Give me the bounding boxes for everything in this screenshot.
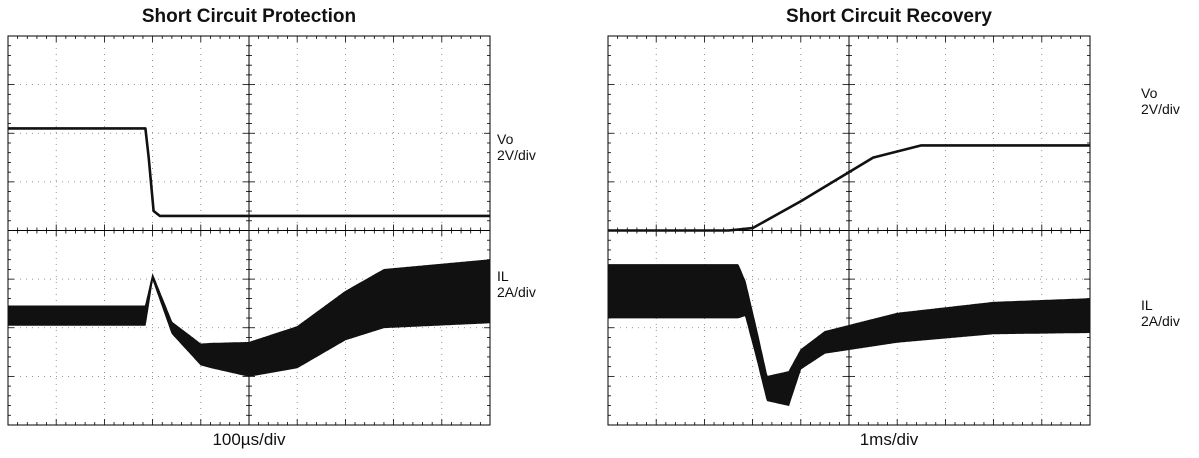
panel-short-circuit-recovery: Short Circuit Recovery Vo 2V/div IL 2A/d… — [600, 0, 1199, 458]
trace-il-envelope — [607, 264, 1091, 406]
vo-name: Vo — [1141, 85, 1158, 101]
chart-title: Short Circuit Protection — [141, 6, 357, 27]
il-name: IL — [497, 268, 509, 284]
vo-name: Vo — [497, 131, 514, 147]
time-per-div-label: 1ms/div — [859, 430, 919, 449]
vo-label: Vo 2V/div — [1141, 85, 1180, 117]
panel-short-circuit-protection: Short Circuit Protection Vo 2V/div IL 2A… — [0, 0, 560, 458]
il-scale: 2A/div — [1141, 313, 1180, 329]
il-scale: 2A/div — [497, 284, 536, 300]
trace-vo — [8, 127, 490, 218]
minor-ticks — [8, 36, 490, 425]
chart-title: Short Circuit Recovery — [786, 6, 992, 27]
vo-scale: 2V/div — [497, 147, 536, 163]
trace-il-envelope — [7, 259, 491, 377]
time-per-div-label: 100µs/div — [212, 430, 286, 449]
il-name: IL — [1141, 297, 1153, 313]
graticule — [607, 35, 1091, 426]
trace-vo — [608, 144, 1090, 232]
il-label: IL 2A/div — [1141, 297, 1180, 329]
il-label: IL 2A/div — [497, 268, 536, 300]
scope-plot — [7, 35, 491, 426]
vo-label: Vo 2V/div — [497, 131, 536, 163]
vo-scale: 2V/div — [1141, 101, 1180, 117]
scope-plot — [607, 35, 1091, 426]
